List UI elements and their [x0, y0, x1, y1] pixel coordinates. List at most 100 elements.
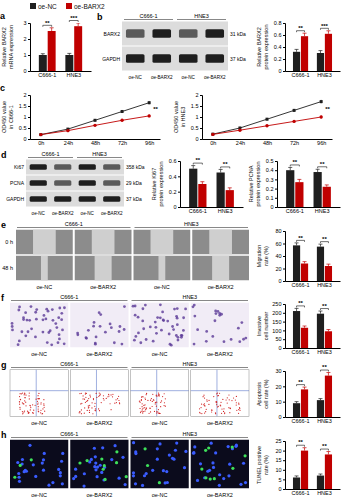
event-dot — [20, 393, 21, 394]
event-dot — [160, 413, 161, 414]
event-dot — [146, 393, 147, 394]
nucleus-dot — [42, 458, 45, 461]
bar — [189, 169, 197, 207]
event-dot — [94, 406, 95, 407]
event-dot — [40, 403, 41, 404]
event-dot — [28, 412, 29, 413]
legend-label: oe-BARX2 — [74, 3, 105, 10]
event-dot — [88, 407, 89, 408]
error-bar — [326, 264, 330, 266]
event-dot — [200, 412, 201, 413]
event-dot — [40, 410, 41, 411]
y-tick: 15 — [275, 457, 285, 463]
nucleus-dot — [124, 483, 127, 486]
plot-area — [293, 373, 332, 417]
x-tick-label: HNE3 — [218, 208, 233, 214]
event-dot — [116, 402, 117, 403]
y-tick: 25 — [275, 438, 285, 444]
bar — [74, 26, 82, 71]
y-tick-mark — [178, 192, 180, 193]
lane-label: oe-NC — [182, 75, 196, 80]
cell-dot — [242, 338, 245, 341]
error-bar — [303, 33, 307, 36]
nucleus-dot — [121, 456, 124, 459]
y-axis: 00.511.52 — [19, 92, 31, 142]
event-dot — [201, 404, 202, 405]
plot-area — [189, 166, 234, 207]
nucleus-dot — [132, 471, 135, 474]
bar — [295, 182, 303, 207]
event-dot — [164, 402, 165, 403]
x-tick: HNE3 — [317, 418, 332, 424]
y-tick-label: 60 — [275, 241, 281, 247]
y-tick-label: 1 — [23, 52, 26, 58]
band-name: BARX2 — [104, 31, 121, 37]
y-axis-title: OD450 value — [1, 101, 7, 133]
cell-dot — [58, 307, 61, 310]
x-tick-label: HNE3 — [317, 490, 332, 496]
event-dot — [206, 409, 207, 410]
blot-band — [79, 196, 96, 201]
blot-band — [103, 196, 120, 201]
event-dot — [204, 397, 205, 398]
marker — [266, 118, 269, 121]
image-panel: C666-1HNE3oe-NCoe-BARX2oe-NCoe-BARX2h — [1, 430, 249, 498]
y-tick: 20 — [275, 384, 285, 390]
group-rule — [11, 300, 128, 301]
chart: 00.511.520h24h48h72h96h**OD450 valuein C… — [0, 83, 161, 146]
bar — [65, 55, 73, 71]
y-tick-label: 0 — [173, 204, 176, 210]
cell-dot — [93, 321, 96, 324]
y-tick: 150 — [272, 319, 285, 325]
tunel-dot — [13, 476, 16, 479]
y-tick-mark — [283, 23, 285, 24]
micrograph — [131, 370, 189, 417]
event-dot — [158, 394, 159, 395]
cell-dot — [180, 336, 183, 339]
marker — [320, 100, 323, 103]
significance-label: ** — [325, 106, 330, 112]
event-dot — [20, 399, 21, 400]
y-tick-mark — [283, 269, 285, 270]
cell-dot — [27, 330, 30, 333]
y-tick-label: 20 — [275, 448, 281, 454]
event-dot — [162, 396, 163, 397]
blot-band — [179, 54, 198, 63]
micrograph — [192, 256, 249, 281]
event-dot — [238, 402, 239, 403]
nucleus-dot — [57, 468, 60, 471]
x-tick-label: HNE3 — [66, 72, 81, 78]
event-dot — [81, 393, 82, 394]
plot-area — [211, 100, 323, 136]
error-bar — [295, 308, 299, 311]
event-dot — [110, 394, 111, 395]
event-dot — [211, 409, 212, 410]
y-tick: 0 — [23, 136, 30, 142]
significance-bracket — [297, 445, 305, 447]
error-bar — [326, 373, 330, 376]
significance-label: ** — [322, 443, 327, 449]
nucleus-dot — [101, 446, 104, 449]
image-bg — [70, 303, 128, 348]
event-dot — [108, 394, 109, 395]
x-tick-label: 48h — [263, 140, 272, 146]
bar — [293, 52, 300, 71]
event-dot — [38, 406, 39, 407]
wound-gap — [158, 256, 165, 281]
event-dot — [25, 394, 26, 395]
event-dot — [148, 413, 149, 414]
y-tick-label: 0.4 — [274, 44, 282, 50]
event-dot — [145, 409, 146, 410]
group-rule — [28, 157, 73, 158]
cell-dot — [154, 326, 157, 329]
image-bg — [134, 230, 191, 255]
nucleus-dot — [94, 455, 97, 458]
y-axis-title: OD450 value — [173, 101, 179, 133]
y-tick-label: 40 — [275, 253, 281, 259]
y-tick: 5 — [278, 477, 285, 483]
micrograph — [10, 370, 68, 417]
event-dot — [140, 402, 141, 403]
y-tick: 1 — [23, 114, 30, 120]
wound-gap — [33, 230, 56, 255]
event-dot — [211, 410, 212, 411]
